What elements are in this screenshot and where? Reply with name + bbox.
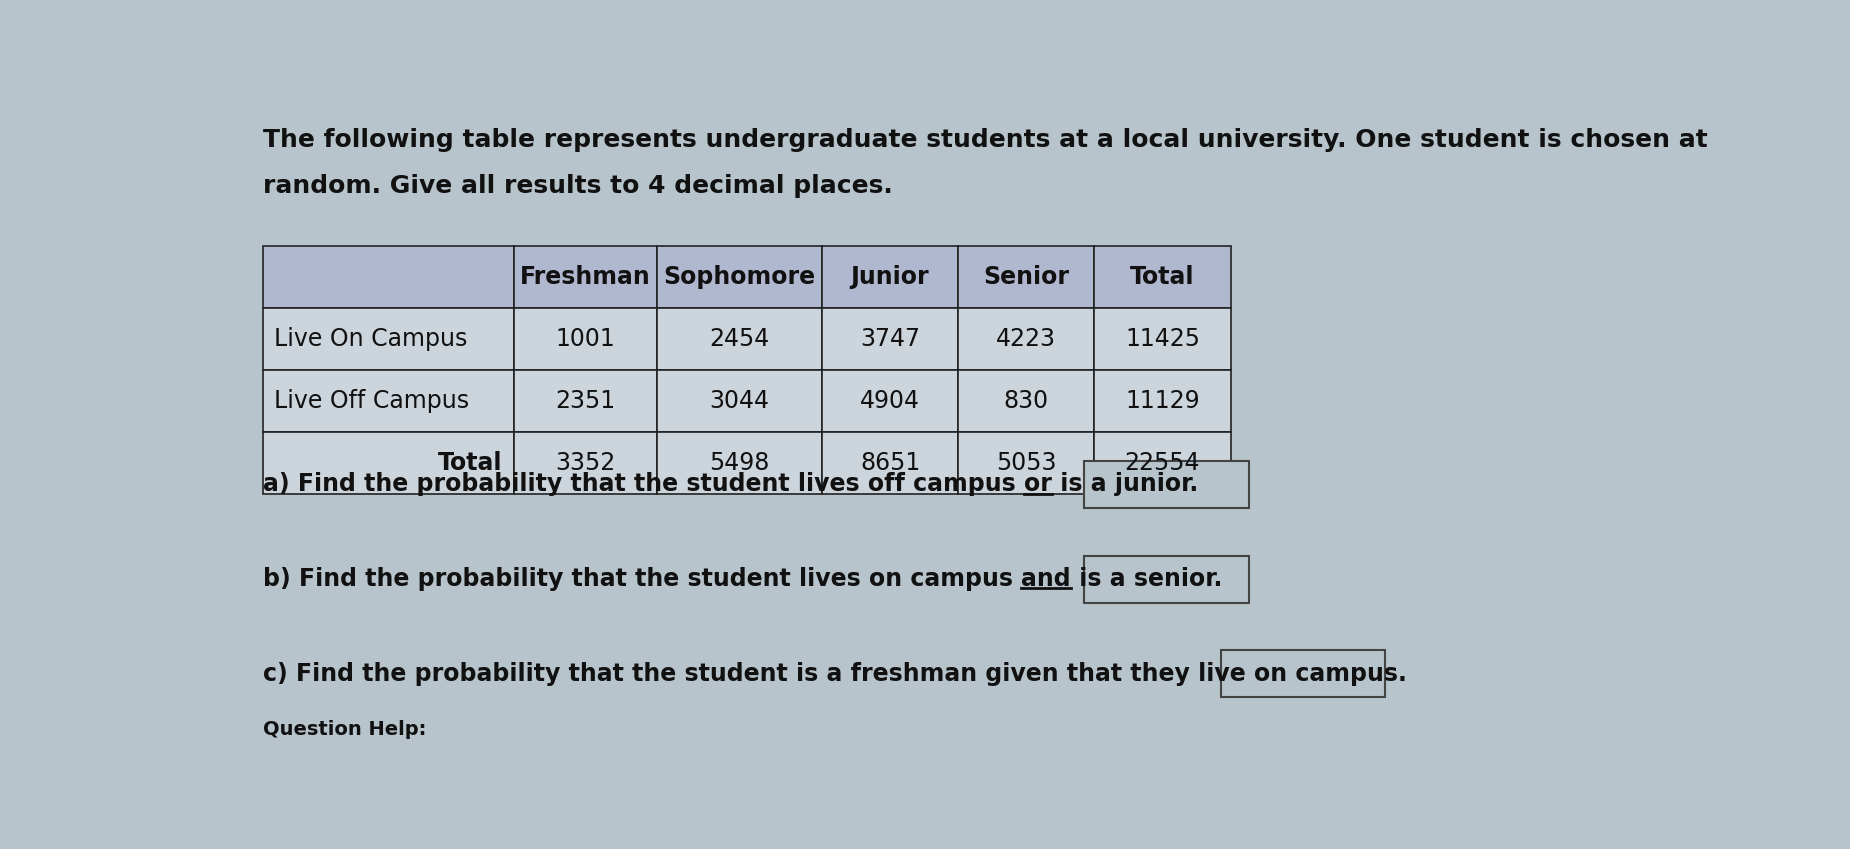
Bar	[657, 432, 821, 494]
Bar	[1095, 370, 1230, 432]
Bar	[263, 245, 514, 308]
Text: Total: Total	[1130, 265, 1195, 289]
Bar	[514, 308, 657, 370]
Text: Total: Total	[438, 451, 501, 475]
Text: b) Find the probability that the student lives on campus: b) Find the probability that the student…	[263, 567, 1021, 591]
Bar	[958, 245, 1095, 308]
Bar	[958, 308, 1095, 370]
Bar	[1221, 650, 1386, 697]
Bar	[514, 245, 657, 308]
Bar	[657, 370, 821, 432]
Text: 11425: 11425	[1125, 327, 1201, 351]
Bar	[514, 370, 657, 432]
Text: 8651: 8651	[860, 451, 919, 475]
Text: 830: 830	[1005, 389, 1049, 413]
Text: a) Find the probability that the student lives off campus: a) Find the probability that the student…	[263, 472, 1023, 497]
Text: Junior: Junior	[851, 265, 929, 289]
Text: is a junior.: is a junior.	[1051, 472, 1199, 497]
Text: 3044: 3044	[710, 389, 770, 413]
Text: 3747: 3747	[860, 327, 919, 351]
Text: 4904: 4904	[860, 389, 919, 413]
Bar	[263, 308, 514, 370]
Text: Question Help:: Question Help:	[263, 720, 426, 739]
Bar	[657, 308, 821, 370]
Bar	[958, 370, 1095, 432]
Text: Freshman: Freshman	[520, 265, 651, 289]
Text: 4223: 4223	[997, 327, 1056, 351]
Text: 5053: 5053	[995, 451, 1056, 475]
Text: 1001: 1001	[555, 327, 616, 351]
Text: 2454: 2454	[709, 327, 770, 351]
Bar	[821, 370, 958, 432]
Text: Live On Campus: Live On Campus	[274, 327, 468, 351]
Text: Senior: Senior	[982, 265, 1069, 289]
Bar	[1095, 432, 1230, 494]
Bar	[1095, 245, 1230, 308]
Text: and: and	[1021, 567, 1071, 591]
Text: The following table represents undergraduate students at a local university. One: The following table represents undergrad…	[263, 128, 1708, 152]
Bar	[821, 432, 958, 494]
Bar	[1084, 461, 1249, 508]
Text: Sophomore: Sophomore	[664, 265, 816, 289]
Text: 2351: 2351	[555, 389, 616, 413]
Bar	[958, 432, 1095, 494]
Bar	[263, 432, 514, 494]
Text: random. Give all results to 4 decimal places.: random. Give all results to 4 decimal pl…	[263, 174, 892, 198]
Bar	[514, 432, 657, 494]
Text: 11129: 11129	[1125, 389, 1201, 413]
Bar	[657, 245, 821, 308]
Bar	[263, 370, 514, 432]
Text: Live Off Campus: Live Off Campus	[274, 389, 470, 413]
Bar	[821, 308, 958, 370]
Bar	[1084, 555, 1249, 603]
Text: c) Find the probability that the student is a freshman given that they live on c: c) Find the probability that the student…	[263, 662, 1406, 686]
Text: 3352: 3352	[555, 451, 616, 475]
Bar	[1095, 308, 1230, 370]
Text: 22554: 22554	[1125, 451, 1201, 475]
Text: 5498: 5498	[709, 451, 770, 475]
Bar	[821, 245, 958, 308]
Text: is a senior.: is a senior.	[1071, 567, 1223, 591]
Text: or: or	[1023, 472, 1051, 497]
